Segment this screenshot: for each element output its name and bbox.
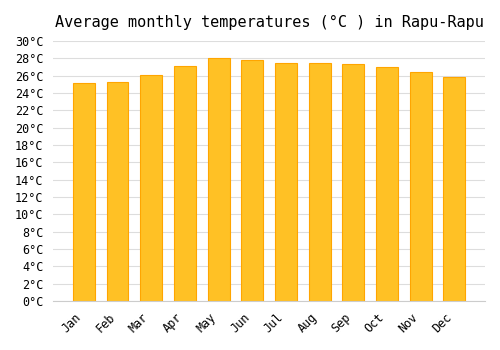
Bar bbox=[444, 77, 466, 301]
Bar bbox=[174, 66, 196, 301]
Bar bbox=[342, 64, 364, 301]
Bar bbox=[275, 63, 297, 301]
Bar bbox=[242, 60, 263, 301]
Bar bbox=[410, 72, 432, 301]
Bar bbox=[208, 58, 230, 301]
Bar bbox=[106, 82, 128, 301]
Bar bbox=[140, 75, 162, 301]
Bar bbox=[376, 67, 398, 301]
Bar bbox=[73, 83, 94, 301]
Bar bbox=[308, 63, 330, 301]
Title: Average monthly temperatures (°C ) in Rapu-Rapu: Average monthly temperatures (°C ) in Ra… bbox=[54, 15, 484, 30]
